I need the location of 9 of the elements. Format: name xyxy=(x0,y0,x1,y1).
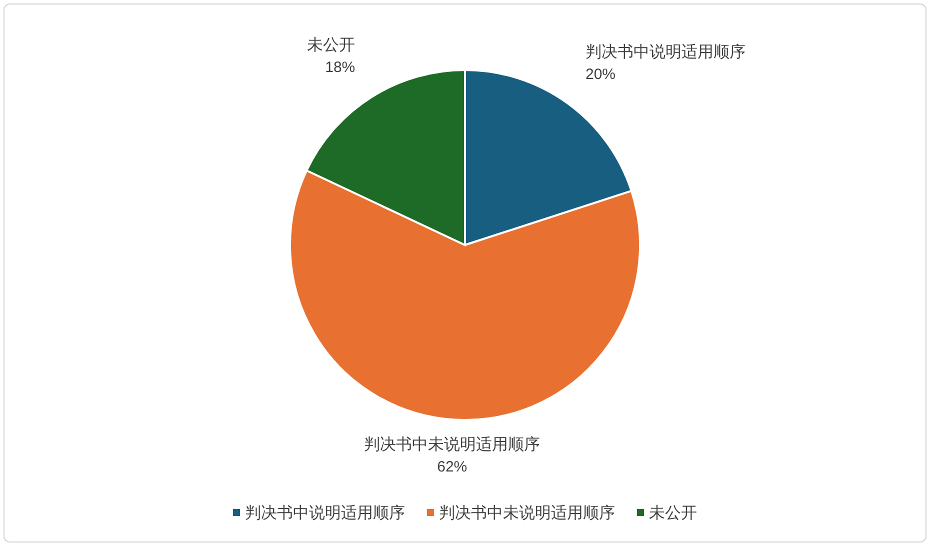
legend-label: 判决书中未说明适用顺序 xyxy=(439,504,615,522)
data-label: 62% xyxy=(437,458,468,476)
legend-label: 未公开 xyxy=(649,504,697,522)
data-label: 20% xyxy=(585,66,616,84)
slice-label: 判决书中说明适用顺序 xyxy=(585,43,746,62)
slice-label: 判决书中未说明适用顺序 xyxy=(364,436,540,454)
slice-label: 未公开 xyxy=(307,36,356,54)
data-label: 18% xyxy=(325,58,356,76)
legend-label: 判决书中说明适用顺序 xyxy=(245,504,405,522)
